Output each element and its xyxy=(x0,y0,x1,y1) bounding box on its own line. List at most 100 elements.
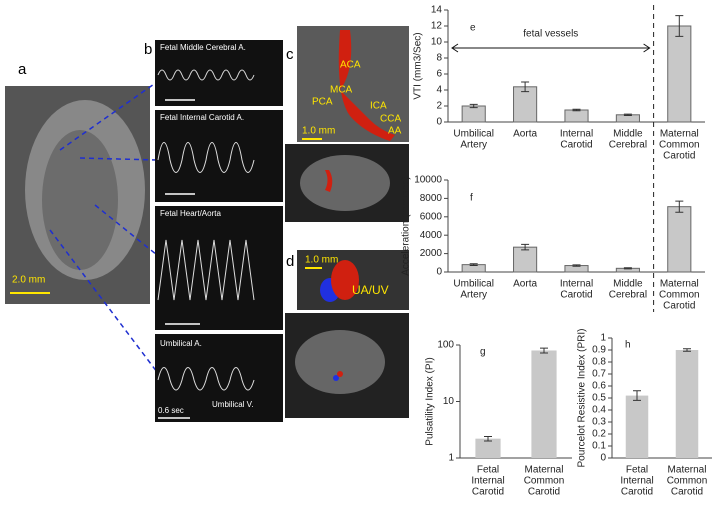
y-tick-label: 0.7 xyxy=(592,369,606,380)
error-bar xyxy=(623,267,632,270)
bar xyxy=(564,109,589,123)
y-tick-label: 0.6 xyxy=(592,381,606,392)
y-tick-label: 0 xyxy=(600,453,606,464)
y-tick-label: 0 xyxy=(436,267,442,278)
x-tick-label: Internal xyxy=(471,476,504,487)
panel-label: c xyxy=(286,46,294,63)
scale-label: 1.0 mm xyxy=(305,255,338,266)
x-tick-label: Aorta xyxy=(513,279,537,290)
x-tick-label: Carotid xyxy=(560,140,592,151)
x-tick-label: Carotid xyxy=(472,487,504,498)
error-bar xyxy=(521,243,530,251)
error-bar xyxy=(484,436,492,442)
scale-label: 2.0 mm xyxy=(12,275,45,286)
doppler-trace xyxy=(155,206,283,330)
error-bar xyxy=(675,200,684,213)
panel-label: g xyxy=(480,347,486,358)
x-tick-label: Artery xyxy=(460,140,487,151)
y-tick-label: 10000 xyxy=(414,175,442,186)
x-tick-label: Carotid xyxy=(621,487,653,498)
bar xyxy=(461,105,486,123)
error-bar xyxy=(521,81,530,93)
error-bar xyxy=(540,347,548,354)
y-tick-label: 1 xyxy=(448,453,454,464)
bar xyxy=(475,438,501,458)
vessel-label: PCA xyxy=(312,97,333,108)
x-tick-label: Common xyxy=(524,476,565,487)
x-tick-label: Internal xyxy=(560,129,593,140)
vessel-flow xyxy=(333,375,339,381)
y-tick-label: 0 xyxy=(436,117,442,128)
doppler-trace xyxy=(155,40,283,106)
y-tick-label: 8 xyxy=(436,53,442,64)
x-tick-label: Umbilical xyxy=(453,129,494,140)
y-axis-label: Acceleration (mm/sec) xyxy=(401,176,412,275)
y-tick-label: 0.4 xyxy=(592,405,606,416)
y-tick-label: 100 xyxy=(437,340,454,351)
y-tick-label: 1 xyxy=(600,333,606,344)
error-bar xyxy=(572,108,581,112)
x-tick-label: Fetal xyxy=(626,465,648,476)
x-tick-label: Common xyxy=(667,476,708,487)
image-texture xyxy=(300,155,390,211)
x-tick-label: Common xyxy=(659,140,700,151)
vessel-flow xyxy=(331,260,359,300)
connector-lines xyxy=(49,81,158,373)
y-tick-label: 14 xyxy=(431,5,443,16)
vessel-label: ACA xyxy=(340,60,361,71)
bar xyxy=(531,350,557,458)
x-tick-label: Middle xyxy=(613,279,643,290)
y-tick-label: 0.8 xyxy=(592,357,606,368)
panel-label: h xyxy=(625,340,631,351)
annotation-arrow xyxy=(451,43,651,53)
y-tick-label: 12 xyxy=(431,21,443,32)
y-tick-label: 4000 xyxy=(420,230,443,241)
bar xyxy=(667,25,692,123)
error-bar xyxy=(469,263,478,267)
y-axis-label: VTI (mm3/Sec) xyxy=(413,32,424,99)
waveform xyxy=(157,239,255,301)
y-axis-label: Pulsatility Index (PI) xyxy=(425,357,436,445)
x-tick-label: Carotid xyxy=(663,151,695,162)
y-tick-label: 10 xyxy=(431,37,443,48)
x-tick-label: Internal xyxy=(560,279,593,290)
x-tick-label: Carotid xyxy=(671,487,703,498)
vessel-label: UA/UV xyxy=(352,283,389,297)
waveform xyxy=(157,69,255,81)
x-tick-label: Artery xyxy=(460,290,487,301)
y-tick-label: 8000 xyxy=(420,193,443,204)
trace-title: Fetal Heart/Aorta xyxy=(160,209,221,218)
image-texture xyxy=(295,330,385,394)
y-tick-label: 10 xyxy=(443,396,455,407)
error-bar xyxy=(683,348,691,352)
doppler-trace xyxy=(155,334,283,422)
x-tick-label: Maternal xyxy=(668,465,707,476)
x-tick-label: Cerebral xyxy=(609,140,647,151)
x-tick-label: Maternal xyxy=(525,465,564,476)
panel-label: a xyxy=(18,61,27,78)
trace-title: Umbilical A. xyxy=(160,339,202,348)
panel-label: f xyxy=(470,193,473,204)
x-tick-label: Fetal xyxy=(477,465,499,476)
y-tick-label: 2 xyxy=(436,101,442,112)
x-tick-label: Aorta xyxy=(513,129,537,140)
y-tick-label: 0.5 xyxy=(592,393,606,404)
x-tick-label: Internal xyxy=(620,476,653,487)
bar xyxy=(675,350,699,458)
vessel-flow xyxy=(337,371,343,377)
error-bar xyxy=(633,390,641,401)
scale-bars xyxy=(158,99,200,419)
vessel-flow xyxy=(338,30,395,141)
trace-title: Umbilical V. xyxy=(212,400,254,409)
error-bar xyxy=(469,103,478,109)
y-tick-label: 6 xyxy=(436,69,442,80)
x-tick-label: Carotid xyxy=(663,301,695,312)
image-texture xyxy=(42,130,118,270)
y-tick-label: 2000 xyxy=(420,248,443,259)
y-tick-label: 0.2 xyxy=(592,429,606,440)
y-tick-label: 4 xyxy=(436,85,442,96)
waveform xyxy=(157,142,255,173)
x-tick-label: Middle xyxy=(613,129,643,140)
vessel-label: MCA xyxy=(330,85,353,96)
